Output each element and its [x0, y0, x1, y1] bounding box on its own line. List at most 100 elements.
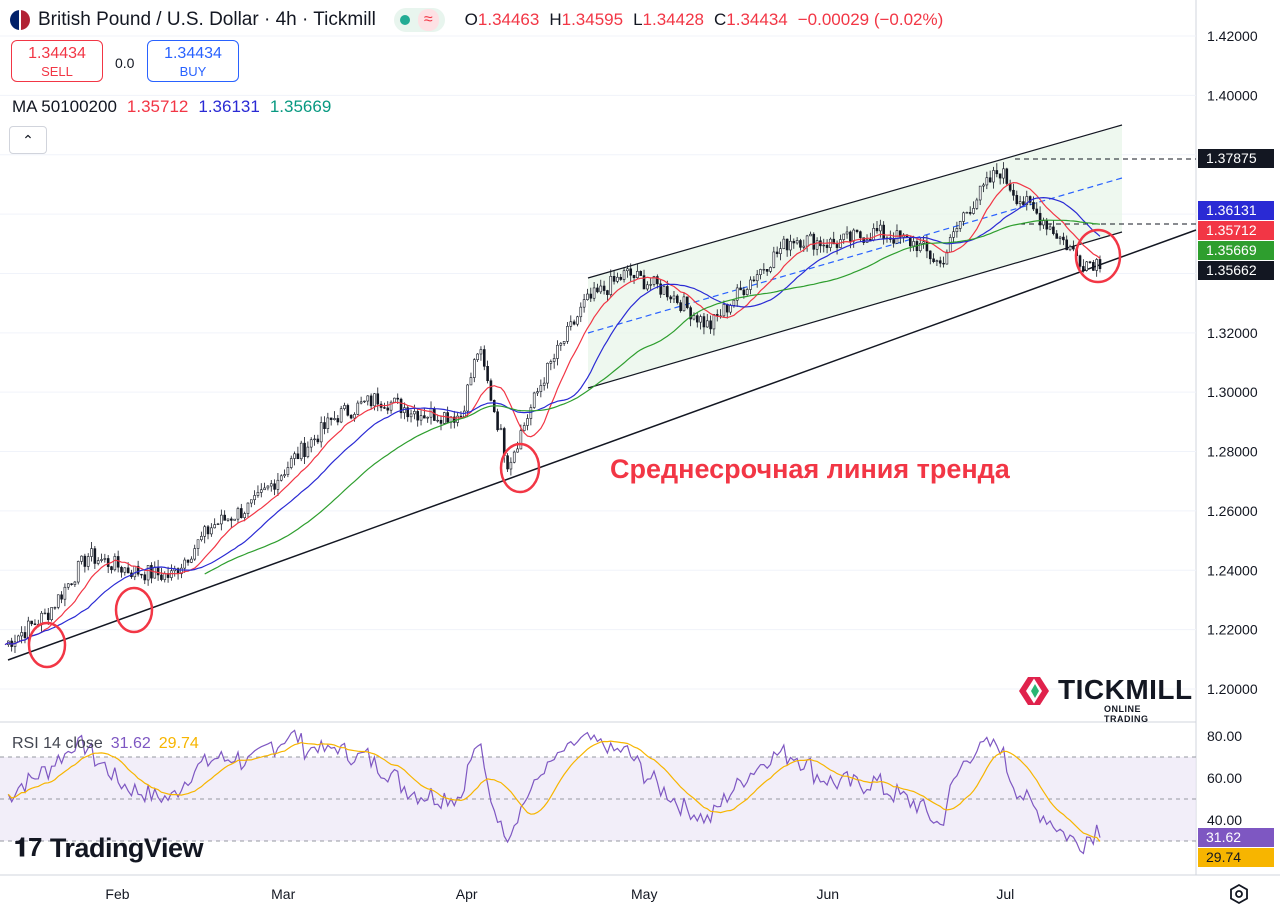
candle-up: [842, 233, 846, 240]
candle-down: [859, 231, 862, 238]
candle-up: [366, 395, 370, 402]
candle-up: [1025, 196, 1029, 206]
candle-up: [755, 274, 759, 282]
candle-up: [413, 411, 416, 415]
candle-down: [695, 315, 699, 323]
candle-down: [642, 275, 646, 290]
buy-button[interactable]: 1.34434 BUY: [147, 40, 239, 82]
symbol-row: British Pound / U.S. Dollar · 4h · Tickm…: [10, 8, 953, 32]
candle-up: [73, 581, 77, 585]
candle-up: [286, 467, 290, 475]
rsi-label-tag: 29.74: [1198, 848, 1274, 868]
candle-down: [136, 565, 140, 575]
candle-up: [100, 559, 103, 561]
price-tick-label: 1.22000: [1207, 622, 1258, 638]
rsi-pane: 80.00 60.00 40.00: [0, 728, 1242, 855]
price-tick-label: 1.26000: [1207, 503, 1258, 519]
collapse-legend-button[interactable]: ⌃: [9, 126, 47, 154]
candle-up: [962, 212, 965, 222]
candle-up: [293, 453, 296, 459]
candle-up: [96, 560, 100, 564]
candle-down: [1092, 262, 1095, 271]
candle-up: [319, 422, 323, 443]
candle-down: [406, 407, 410, 418]
candle-up: [289, 458, 293, 468]
rsi-value: 31.62: [110, 735, 151, 752]
candle-up: [476, 353, 479, 360]
price-tick-label: 1.28000: [1207, 444, 1258, 460]
candle-up: [86, 556, 90, 567]
candle-up: [576, 316, 579, 325]
price-label-tag: 1.35662: [1198, 260, 1274, 280]
sell-button[interactable]: 1.34434 SELL: [11, 40, 103, 82]
candle-down: [156, 566, 160, 576]
close-label: C: [714, 10, 727, 29]
candle-up: [549, 361, 553, 364]
candle-up: [1048, 226, 1052, 230]
sell-price: 1.34434: [28, 45, 86, 62]
candle-up: [789, 240, 792, 251]
ma-legend[interactable]: MA 50100200 1.35712 1.36131 1.35669: [12, 97, 331, 117]
price-tick-label: 1.40000: [1207, 87, 1258, 103]
candle-down: [1078, 255, 1082, 267]
candle-down: [60, 594, 63, 600]
candle-up: [373, 393, 376, 407]
candle-down: [126, 567, 130, 574]
symbol-title[interactable]: British Pound / U.S. Dollar · 4h · Tickm…: [38, 9, 376, 30]
ma200-line: [204, 219, 1101, 575]
rsi-legend[interactable]: RSI 14 close 31.62 29.74: [12, 735, 199, 753]
candle-down: [116, 556, 120, 568]
candle-up: [599, 285, 603, 293]
candle-down: [386, 407, 390, 411]
candle-down: [632, 274, 636, 278]
candle-up: [772, 251, 776, 268]
candle-up: [519, 430, 523, 450]
candle-up: [479, 349, 483, 355]
candle-up: [306, 446, 310, 458]
candle-down: [110, 566, 113, 571]
candle-down: [346, 405, 350, 416]
candle-up: [945, 251, 949, 265]
candle-down: [892, 239, 895, 244]
tradingview-mark-icon: 𝟏7: [14, 832, 42, 862]
candle-down: [423, 415, 426, 419]
candle-down: [1015, 195, 1019, 205]
candle-up: [53, 607, 57, 609]
candle-down: [666, 286, 669, 298]
candle-up: [992, 170, 995, 183]
candle-down: [416, 411, 420, 421]
candle-up: [233, 518, 236, 521]
price-tick-label: 1.24000: [1207, 562, 1258, 578]
settings-icon[interactable]: [1228, 883, 1250, 905]
candle-down: [606, 290, 609, 295]
candle-up: [985, 177, 989, 186]
time-axis: Feb Mar Apr May Jun Jul: [105, 886, 1014, 902]
candle-up: [339, 408, 343, 423]
candle-down: [369, 395, 373, 407]
candle-up: [705, 320, 709, 328]
candle-down: [140, 573, 143, 576]
candle-up: [948, 237, 952, 253]
tradingview-logo[interactable]: 𝟏7 TradingView: [14, 832, 203, 864]
market-status[interactable]: ≈: [393, 8, 445, 32]
candle-up: [27, 620, 30, 638]
chart-header: British Pound / U.S. Dollar · 4h · Tickm…: [0, 0, 1195, 120]
price-tick-label: 1.30000: [1207, 384, 1258, 400]
candle-up: [982, 184, 985, 187]
candle-down: [1005, 168, 1009, 184]
candle-up: [802, 245, 806, 248]
candle-up: [952, 231, 955, 238]
rsi-band: [0, 757, 1196, 841]
ma-legend-label: MA 50100200: [12, 97, 117, 116]
candle-up: [1095, 259, 1098, 271]
candle-up: [822, 244, 826, 247]
candle-down: [739, 287, 742, 291]
candle-up: [363, 400, 366, 403]
candle-up: [762, 269, 766, 271]
candle-down: [336, 418, 340, 423]
price-axis: 1.420001.400001.380001.360001.340001.320…: [1207, 28, 1258, 697]
candle-up: [309, 439, 313, 448]
candle-up: [469, 377, 473, 386]
price-gridlines: [0, 35, 1196, 690]
